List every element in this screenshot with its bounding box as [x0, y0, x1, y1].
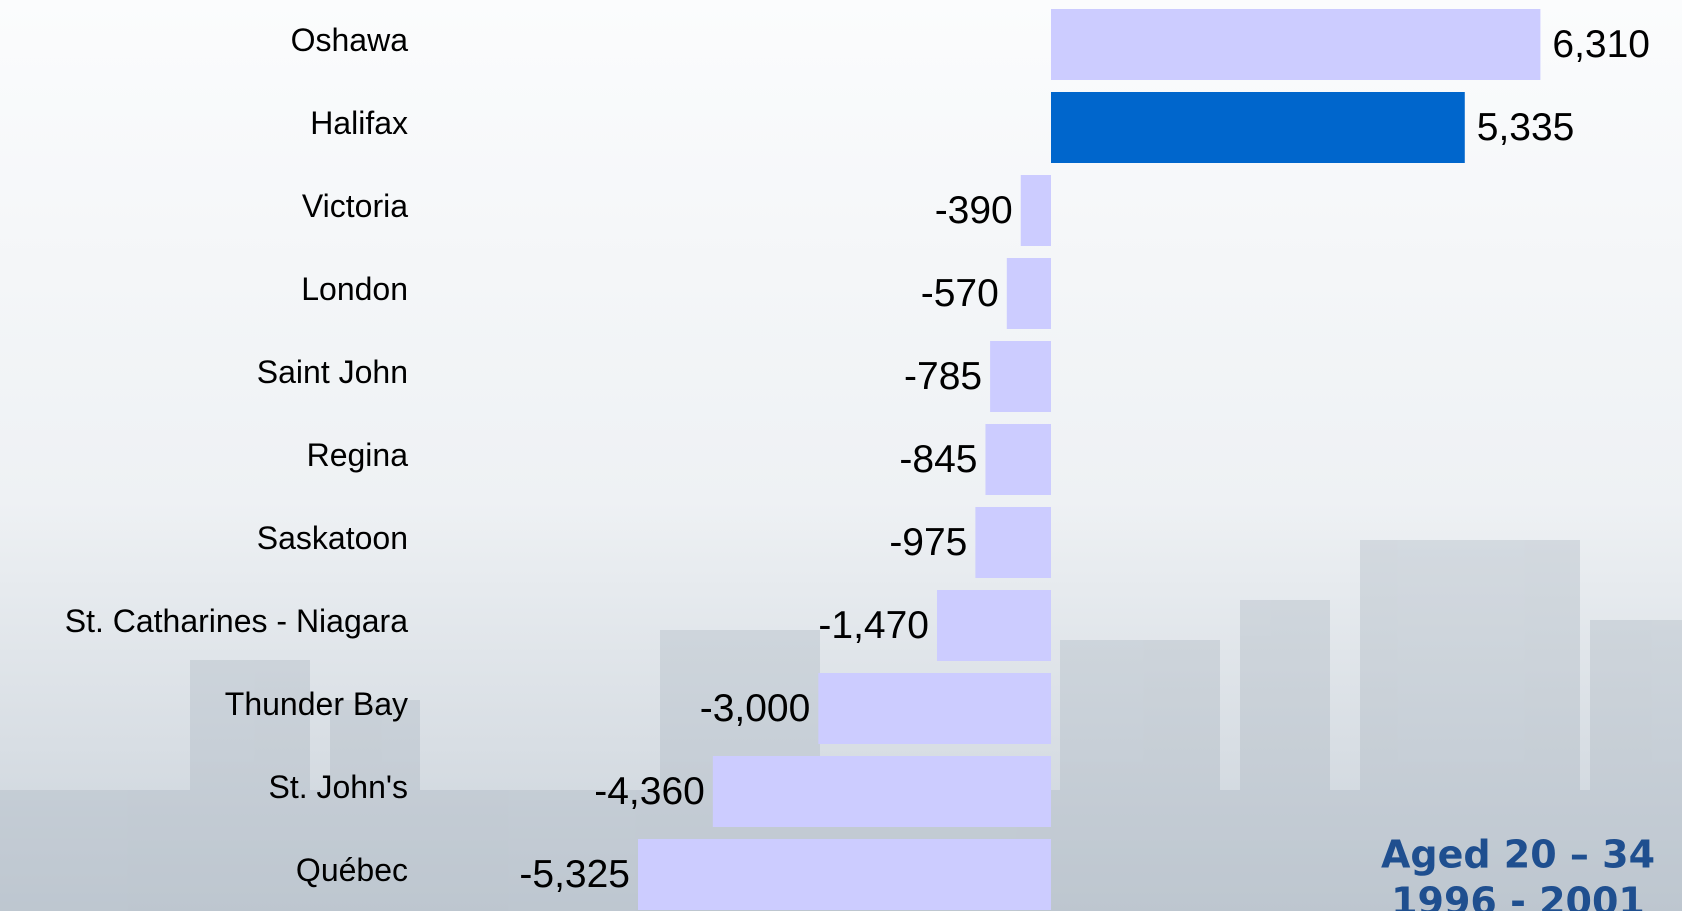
bar — [1006, 258, 1051, 329]
skyline — [0, 540, 1682, 911]
category-label: Saskatoon — [257, 520, 408, 556]
category-label: St. Catharines - Niagara — [65, 603, 408, 639]
category-label: Halifax — [310, 105, 408, 141]
value-label: -1,470 — [818, 604, 929, 647]
value-label: -785 — [904, 355, 982, 398]
value-label: -4,360 — [594, 770, 705, 813]
category-label: Regina — [307, 437, 409, 473]
category-label: Victoria — [302, 188, 408, 224]
category-label: London — [301, 271, 408, 307]
bar — [818, 673, 1051, 744]
value-label: 6,310 — [1552, 23, 1650, 66]
category-label: Oshawa — [291, 22, 409, 58]
category-label: Thunder Bay — [225, 686, 408, 722]
value-label: -390 — [935, 189, 1013, 232]
category-label: St. John's — [268, 769, 408, 805]
annotation: 1996 - 2001 — [1391, 880, 1645, 911]
bar — [712, 756, 1051, 827]
bar — [638, 839, 1051, 910]
category-label: Québec — [296, 852, 408, 888]
bar — [1020, 175, 1051, 246]
category-label: Saint John — [257, 354, 408, 390]
plot-area: Oshawa 6,310 Halifax 5,335 Victoria -390 Londo… — [65, 9, 1650, 910]
bar — [1051, 9, 1541, 80]
bar — [985, 424, 1051, 495]
value-label: -975 — [889, 521, 967, 564]
value-label: -845 — [899, 438, 977, 481]
value-label: -570 — [921, 272, 999, 315]
value-label: -5,325 — [519, 853, 630, 896]
value-label: 5,335 — [1477, 106, 1575, 149]
bar — [990, 341, 1051, 412]
annotation: Aged 20 – 34 — [1381, 833, 1655, 877]
bar — [975, 507, 1051, 578]
bar — [1051, 92, 1465, 163]
value-label: -3,000 — [700, 687, 811, 730]
bar — [936, 590, 1051, 661]
